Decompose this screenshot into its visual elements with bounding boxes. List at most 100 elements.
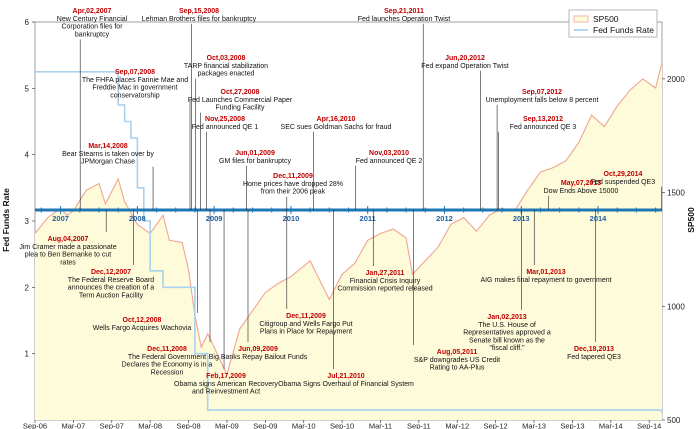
event-text: Wells Fargo Acquires Wachovia xyxy=(93,325,192,332)
y2-tick-label: 1000 xyxy=(667,302,685,311)
axes-layer: 1 2 3 4 5 6 500 1000 1500 2000 Sep-06 Mar-07 Sep-07 M… xyxy=(23,18,685,429)
event-text: Fed announced QE 3 xyxy=(510,124,577,131)
event-text: from their 2006 peak xyxy=(261,189,326,196)
event-date: Dec,11,2008 xyxy=(147,346,187,353)
event-date: Jan,27,2011 xyxy=(366,270,405,277)
y2-tick-label: 1500 xyxy=(667,189,685,198)
event-text: GM files for bankruptcy xyxy=(219,158,291,165)
legend-swatch-sp500 xyxy=(573,15,589,23)
timeline-year-label: 2013 xyxy=(513,214,530,223)
event-text: Obama Signs Overhaul of Financial System xyxy=(278,381,414,388)
event-date: Jul,21,2010 xyxy=(327,373,364,380)
legend-box xyxy=(568,9,658,38)
timeline-year-label: 2011 xyxy=(360,214,376,223)
x-tick-label: Sep-10 xyxy=(330,422,354,429)
event-text: Fed tapered QE3 xyxy=(567,354,621,361)
event-date: Jun,09,2009 xyxy=(238,346,278,353)
event-date: Nov,03,2010 xyxy=(369,150,409,157)
event-date: Dec,12,2007 xyxy=(91,269,131,276)
event-text: conservatorship xyxy=(110,92,160,99)
x-tick-label: Mar-12 xyxy=(445,422,469,429)
event-text: Commission reported released xyxy=(337,286,432,293)
event-text: Jim Cramer made a passionate xyxy=(19,244,116,251)
event-date: May,07,2013 xyxy=(561,180,601,187)
event-date: Sep,07,2008 xyxy=(115,69,155,76)
event-text: Citigroup and Wells Fargo Put xyxy=(259,321,352,328)
event-text: Fed Launches Commercial Paper xyxy=(188,97,293,104)
timeline-year-label: 2009 xyxy=(206,214,223,223)
fed-funds-line xyxy=(35,71,663,414)
x-tick-label: Mar-14 xyxy=(599,422,623,429)
legend-label-fedfunds: Fed Funds Rate xyxy=(593,25,654,35)
event-text: Recession xyxy=(151,369,184,376)
event-text: Financial Crisis Inquiry xyxy=(350,278,421,285)
x-tick-label: Sep-13 xyxy=(560,422,584,429)
event-date: Jan,02,2013 xyxy=(487,314,526,321)
event-text: The U.S. House of xyxy=(478,322,536,329)
event-text: Corporation files for xyxy=(61,24,123,31)
y-axis-title: Fed Funds Rate xyxy=(1,188,11,252)
y2-axis-title: SP500 xyxy=(686,207,696,233)
event-date: Dec,11,2009 xyxy=(286,313,326,320)
y2-tick-label: 2000 xyxy=(667,75,685,84)
event-text: Fed expand Operation Twist xyxy=(421,63,508,70)
x-tick-label: Mar-07 xyxy=(62,422,86,429)
event-date: Aug,05,2011 xyxy=(437,349,478,356)
event-date: Mar,14,2008 xyxy=(88,143,127,150)
event-date: Apr,02,2007 xyxy=(73,8,112,15)
x-tick-label: Sep-14 xyxy=(637,422,661,429)
event-date: Oct,27,2008 xyxy=(221,89,260,96)
y-tick-label: 6 xyxy=(25,18,30,27)
event-text: bankruptcy xyxy=(75,31,110,38)
event-date: Dec,11,2009 xyxy=(273,173,313,180)
event-text: Obama signs American Recovery xyxy=(174,381,278,388)
x-tick-label: Mar-08 xyxy=(138,422,162,429)
x-tick-label: Mar-11 xyxy=(369,422,392,429)
event-text: New Century Financial xyxy=(57,16,128,23)
event-date: Mar,01,2013 xyxy=(526,269,565,276)
event-text: packages enacted xyxy=(198,71,255,78)
x-tick-label: Sep-08 xyxy=(176,422,200,429)
event-text: Big Banks Repay Bailout Funds xyxy=(209,354,308,361)
event-date: Oct,03,2008 xyxy=(207,55,246,62)
event-date: Oct,12,2008 xyxy=(123,317,162,324)
event-text: The Federal Reserve Board xyxy=(68,277,154,284)
x-tick-label: Sep-11 xyxy=(407,422,431,429)
event-text: JPMorgan Chase xyxy=(81,159,135,166)
x-tick-label: Mar-10 xyxy=(292,422,316,429)
event-text: Representatives approved a xyxy=(463,330,551,337)
y-tick-label: 1 xyxy=(25,350,30,359)
timeline-layer: 2007 2008 2009 2010 2011 2012 2013 2014 xyxy=(35,206,662,223)
series-lines-layer xyxy=(34,62,663,414)
event-text: Unemployment falls below 8 percent xyxy=(486,97,599,104)
x-tick-label: Sep-07 xyxy=(100,422,124,429)
y-tick-label: 5 xyxy=(25,84,30,93)
y-tick-label: 2 xyxy=(25,283,30,292)
x-tick-label: Sep-12 xyxy=(484,422,508,429)
event-text: TARP financial stabilization xyxy=(184,63,268,70)
event-text: rates xyxy=(60,259,76,266)
sp500-area-layer xyxy=(35,62,662,421)
